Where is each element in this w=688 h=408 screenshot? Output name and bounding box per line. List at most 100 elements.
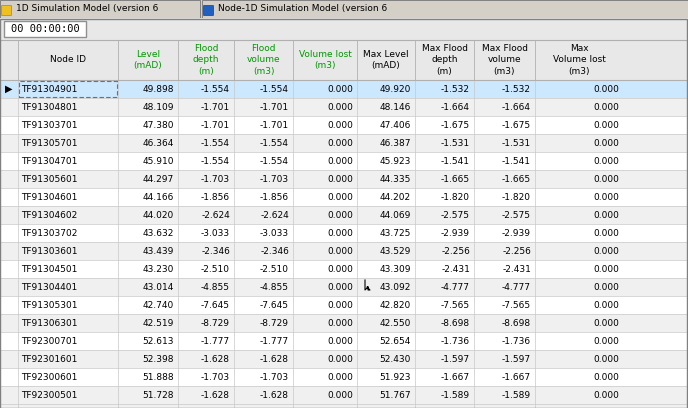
- Bar: [0, 18, 688, 40]
- Bar: [0, 170, 688, 188]
- Bar: [0, 188, 688, 206]
- Text: -1.820: -1.820: [502, 193, 531, 202]
- Text: -2.346: -2.346: [201, 246, 230, 255]
- Text: -1.856: -1.856: [260, 193, 289, 202]
- Text: Flood
depth
(m): Flood depth (m): [193, 44, 219, 75]
- Bar: [0, 224, 688, 242]
- Text: TF92300601: TF92300601: [21, 373, 77, 381]
- Text: -1.554: -1.554: [201, 138, 230, 148]
- Text: -1.541: -1.541: [502, 157, 531, 166]
- Text: 43.309: 43.309: [380, 264, 411, 273]
- Text: -1.589: -1.589: [502, 390, 531, 399]
- Text: -1.675: -1.675: [502, 120, 531, 129]
- Text: -2.256: -2.256: [441, 246, 470, 255]
- Text: TF91304701: TF91304701: [21, 157, 77, 166]
- Text: TF91304601: TF91304601: [21, 193, 77, 202]
- Text: -8.729: -8.729: [201, 319, 230, 328]
- Text: Max
Volume lost
(m3): Max Volume lost (m3): [552, 44, 605, 75]
- Text: -2.939: -2.939: [441, 228, 470, 237]
- Text: 49.920: 49.920: [380, 84, 411, 93]
- Text: TF91305601: TF91305601: [21, 175, 78, 184]
- Bar: [0, 40, 688, 80]
- Text: 44.020: 44.020: [142, 211, 174, 220]
- Text: Max Flood
volume
(m3): Max Flood volume (m3): [482, 44, 528, 75]
- Bar: [0, 80, 688, 98]
- Text: Level
(mAD): Level (mAD): [133, 50, 162, 70]
- Text: -1.703: -1.703: [260, 175, 289, 184]
- Text: Node-1D Simulation Model (version 6: Node-1D Simulation Model (version 6: [218, 4, 387, 13]
- Text: 0.000: 0.000: [593, 102, 619, 111]
- Text: 43.529: 43.529: [380, 246, 411, 255]
- Text: -4.855: -4.855: [260, 282, 289, 291]
- Text: -1.701: -1.701: [201, 120, 230, 129]
- Text: 0.000: 0.000: [593, 120, 619, 129]
- Text: -1.777: -1.777: [201, 337, 230, 346]
- Text: 48.109: 48.109: [142, 102, 174, 111]
- Text: TF91306301: TF91306301: [21, 319, 78, 328]
- Text: -1.736: -1.736: [441, 337, 470, 346]
- Bar: [0, 242, 688, 260]
- Text: -1.628: -1.628: [260, 355, 289, 364]
- Text: -7.645: -7.645: [201, 301, 230, 310]
- Text: 42.550: 42.550: [380, 319, 411, 328]
- Text: 0.000: 0.000: [593, 246, 619, 255]
- Text: 44.335: 44.335: [380, 175, 411, 184]
- Text: -1.554: -1.554: [260, 84, 289, 93]
- Text: 44.166: 44.166: [142, 193, 174, 202]
- Bar: [0, 368, 688, 386]
- Text: TF91303701: TF91303701: [21, 120, 78, 129]
- Text: -1.628: -1.628: [260, 390, 289, 399]
- Text: Max Flood
depth
(m): Max Flood depth (m): [422, 44, 468, 75]
- Text: 0.000: 0.000: [327, 228, 353, 237]
- Text: 43.725: 43.725: [380, 228, 411, 237]
- Text: 0.000: 0.000: [327, 355, 353, 364]
- Text: TF91303702: TF91303702: [21, 228, 77, 237]
- Bar: [0, 152, 688, 170]
- Text: 0.000: 0.000: [327, 390, 353, 399]
- Text: 0.000: 0.000: [327, 337, 353, 346]
- Text: 0.000: 0.000: [327, 138, 353, 148]
- Text: -2.575: -2.575: [502, 211, 531, 220]
- Text: 0.000: 0.000: [593, 373, 619, 381]
- Text: 0.000: 0.000: [327, 211, 353, 220]
- Text: -1.856: -1.856: [201, 193, 230, 202]
- Text: -8.729: -8.729: [260, 319, 289, 328]
- Text: 0.000: 0.000: [327, 319, 353, 328]
- Text: 46.364: 46.364: [142, 138, 174, 148]
- Text: 51.728: 51.728: [142, 390, 174, 399]
- Text: -3.033: -3.033: [260, 228, 289, 237]
- Bar: [0, 134, 688, 152]
- Text: 0.000: 0.000: [593, 355, 619, 364]
- Text: TF91303601: TF91303601: [21, 246, 78, 255]
- Text: -1.628: -1.628: [201, 390, 230, 399]
- Text: Flood
volume
(m3): Flood volume (m3): [247, 44, 280, 75]
- Bar: [0, 206, 688, 224]
- Text: -1.820: -1.820: [441, 193, 470, 202]
- Text: -1.667: -1.667: [441, 373, 470, 381]
- Text: -1.703: -1.703: [201, 175, 230, 184]
- Text: 0.000: 0.000: [327, 193, 353, 202]
- Text: 00 00:00:00: 00 00:00:00: [10, 24, 79, 34]
- Bar: [0, 98, 688, 116]
- Text: 43.632: 43.632: [142, 228, 174, 237]
- Text: 51.767: 51.767: [379, 390, 411, 399]
- Text: -1.554: -1.554: [201, 157, 230, 166]
- Text: -1.703: -1.703: [201, 373, 230, 381]
- Text: 43.230: 43.230: [142, 264, 174, 273]
- Text: TF91304602: TF91304602: [21, 211, 77, 220]
- Text: -1.531: -1.531: [502, 138, 531, 148]
- Text: 1D Simulation Model (version 6: 1D Simulation Model (version 6: [16, 4, 158, 13]
- Text: -1.532: -1.532: [441, 84, 470, 93]
- Bar: [0, 296, 688, 314]
- Text: -2.256: -2.256: [502, 246, 531, 255]
- Text: 46.387: 46.387: [380, 138, 411, 148]
- Text: 42.820: 42.820: [380, 301, 411, 310]
- Text: -8.698: -8.698: [441, 319, 470, 328]
- Text: 0.000: 0.000: [593, 301, 619, 310]
- Text: -8.698: -8.698: [502, 319, 531, 328]
- Text: 0.000: 0.000: [593, 390, 619, 399]
- Text: -1.554: -1.554: [201, 84, 230, 93]
- Text: 0.000: 0.000: [593, 193, 619, 202]
- Text: 51.888: 51.888: [142, 373, 174, 381]
- FancyBboxPatch shape: [204, 5, 213, 16]
